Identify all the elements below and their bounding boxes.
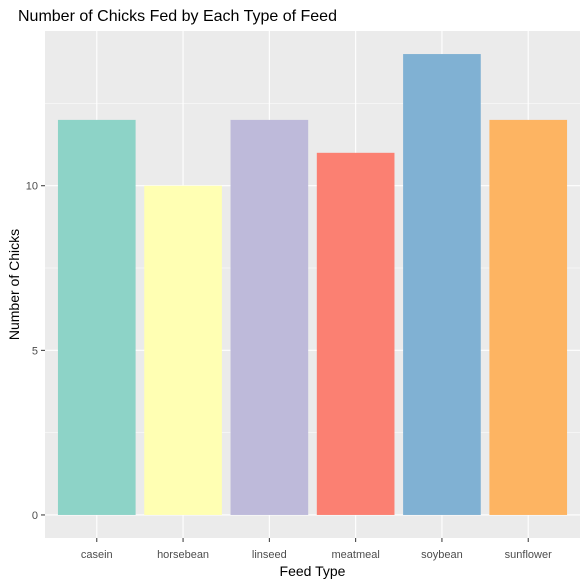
x-tick-label: soybean bbox=[421, 549, 463, 561]
y-tick-label: 0 bbox=[32, 510, 38, 522]
x-tick-label: casein bbox=[81, 549, 113, 561]
y-axis: 0 5 10 bbox=[26, 181, 45, 522]
bar-horsebean bbox=[144, 185, 222, 515]
x-tick-label: meatmeal bbox=[331, 549, 379, 561]
y-tick-label: 5 bbox=[32, 345, 38, 357]
x-tick-label: linseed bbox=[252, 549, 287, 561]
bar-linseed bbox=[230, 119, 309, 515]
bar-sunflower bbox=[489, 119, 568, 515]
bar-meatmeal bbox=[316, 152, 395, 515]
bar-soybean bbox=[403, 54, 481, 515]
x-tick-label: sunflower bbox=[505, 549, 552, 561]
bar-casein bbox=[57, 119, 136, 515]
x-axis-title: Feed Type bbox=[280, 563, 346, 579]
bars bbox=[57, 54, 568, 515]
y-axis-title: Number of Chicks bbox=[6, 229, 22, 340]
x-axis: casein horsebean linseed meatmeal soybean sun… bbox=[81, 538, 552, 561]
chart-title: Number of Chicks Fed by Each Type of Fee… bbox=[18, 8, 337, 25]
x-tick-label: horsebean bbox=[157, 549, 209, 561]
y-tick-label: 10 bbox=[26, 181, 38, 193]
